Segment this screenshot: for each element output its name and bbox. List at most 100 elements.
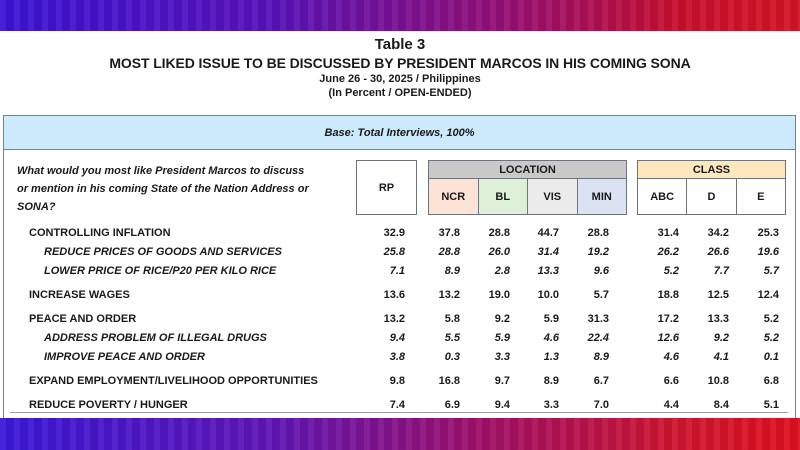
cell-rp: 9.8 xyxy=(389,375,405,387)
cell-rp: 13.6 xyxy=(383,289,405,301)
survey-question: What would you most like President Marco… xyxy=(17,165,309,213)
header-ncr: NCR xyxy=(429,179,479,214)
cell-abc: 17.2 xyxy=(657,313,679,325)
results-table: Base: Total Interviews, 100% What would … xyxy=(3,115,796,418)
bottom-divider xyxy=(10,412,788,413)
cell-d: 26.6 xyxy=(707,246,729,258)
header-bl: BL xyxy=(478,179,528,214)
cell-abc: 5.2 xyxy=(663,265,679,277)
cell-rp: 13.2 xyxy=(383,313,405,325)
cell-d: 34.2 xyxy=(707,227,729,239)
row-label: PEACE AND ORDER xyxy=(29,313,137,325)
cell-rp: 7.1 xyxy=(389,265,405,277)
header-e: E xyxy=(757,190,765,203)
header-location: LOCATION xyxy=(429,161,626,179)
cell-vis: 1.3 xyxy=(543,351,559,363)
table-row: REDUCE POVERTY / HUNGER 7.4 6.9 9.4 3.3 … xyxy=(4,396,795,415)
cell-ncr: 0.3 xyxy=(444,351,460,363)
cell-e: 5.7 xyxy=(763,265,779,277)
cell-d: 12.5 xyxy=(707,289,729,301)
cell-abc: 26.2 xyxy=(657,246,679,258)
table-row: IMPROVE PEACE AND ORDER 3.8 0.3 3.3 1.3 … xyxy=(4,348,795,367)
cell-abc: 12.6 xyxy=(657,332,679,344)
header-abc: ABC xyxy=(638,179,688,214)
cell-rp: 7.4 xyxy=(389,399,405,411)
cell-d: 4.1 xyxy=(713,351,729,363)
row-label: INCREASE WAGES xyxy=(29,289,130,301)
cell-d: 8.4 xyxy=(713,399,729,411)
cell-ncr: 8.9 xyxy=(444,265,460,277)
table-row: REDUCE PRICES OF GOODS AND SERVICES 25.8… xyxy=(4,243,795,262)
header-class: CLASS xyxy=(638,161,785,179)
table-row: ADDRESS PROBLEM OF ILLEGAL DRUGS 9.4 5.5… xyxy=(4,329,795,348)
cell-vis: 13.3 xyxy=(537,265,559,277)
cell-bl: 2.8 xyxy=(494,265,510,277)
cell-ncr: 28.8 xyxy=(438,246,460,258)
cell-vis: 44.7 xyxy=(537,227,559,239)
cell-ncr: 6.9 xyxy=(444,399,460,411)
cell-vis: 31.4 xyxy=(537,246,559,258)
header-vis: VIS xyxy=(528,179,578,214)
cell-min: 6.7 xyxy=(593,375,609,387)
table-row: LOWER PRICE OF RICE/P20 PER KILO RICE 7.… xyxy=(4,262,795,281)
row-label: REDUCE POVERTY / HUNGER xyxy=(29,399,188,411)
cell-min: 28.8 xyxy=(587,227,609,239)
cell-bl: 19.0 xyxy=(488,289,510,301)
cell-min: 7.0 xyxy=(593,399,609,411)
cell-ncr: 37.8 xyxy=(438,227,460,239)
cell-vis: 4.6 xyxy=(543,332,559,344)
cell-e: 5.1 xyxy=(763,399,779,411)
cell-vis: 5.9 xyxy=(543,313,559,325)
cell-min: 9.6 xyxy=(593,265,609,277)
cell-rp: 25.8 xyxy=(383,246,405,258)
cell-ncr: 13.2 xyxy=(438,289,460,301)
cell-d: 9.2 xyxy=(713,332,729,344)
cell-e: 5.2 xyxy=(763,332,779,344)
cell-rp: 32.9 xyxy=(383,227,405,239)
cell-e: 5.2 xyxy=(763,313,779,325)
table-row: PEACE AND ORDER 13.2 5.8 9.2 5.9 31.3 17… xyxy=(4,310,795,329)
cell-e: 0.1 xyxy=(763,351,779,363)
cell-d: 10.8 xyxy=(707,375,729,387)
table-number: Table 3 xyxy=(374,36,426,53)
table-body: CONTROLLING INFLATION 32.9 37.8 28.8 44.… xyxy=(4,224,795,415)
title-block: Table 3 MOST LIKED ISSUE TO BE DISCUSSED… xyxy=(0,36,800,100)
cell-e: 25.3 xyxy=(757,227,779,239)
cell-d: 7.7 xyxy=(713,265,729,277)
cell-vis: 3.3 xyxy=(543,399,559,411)
row-label: CONTROLLING INFLATION xyxy=(29,227,171,239)
cell-e: 12.4 xyxy=(757,289,779,301)
cell-e: 6.8 xyxy=(763,375,779,387)
cell-ncr: 5.8 xyxy=(444,313,460,325)
cell-ncr: 5.5 xyxy=(444,332,460,344)
cell-min: 19.2 xyxy=(587,246,609,258)
cell-min: 5.7 xyxy=(593,289,609,301)
cell-abc: 4.4 xyxy=(663,399,679,411)
cell-bl: 9.4 xyxy=(494,399,510,411)
header-d: D xyxy=(687,179,737,214)
cell-d: 13.3 xyxy=(707,313,729,325)
cell-abc: 4.6 xyxy=(663,351,679,363)
cell-rp: 9.4 xyxy=(389,332,405,344)
cell-abc: 6.6 xyxy=(663,375,679,387)
table-row: EXPAND EMPLOYMENT/LIVELIHOOD OPPORTUNITI… xyxy=(4,372,795,391)
cell-rp: 3.8 xyxy=(389,351,405,363)
header-class-group: CLASS ABC D E xyxy=(637,160,786,215)
survey-date-place: June 26 - 30, 2025 / Philippines xyxy=(319,73,481,85)
cell-bl: 9.2 xyxy=(494,313,510,325)
cell-bl: 3.3 xyxy=(494,351,510,363)
survey-unit: (In Percent / OPEN-ENDED) xyxy=(328,87,472,99)
cell-min: 8.9 xyxy=(593,351,609,363)
cell-ncr: 16.8 xyxy=(438,375,460,387)
bottom-banner xyxy=(0,418,800,450)
cell-bl: 5.9 xyxy=(494,332,510,344)
table-row: CONTROLLING INFLATION 32.9 37.8 28.8 44.… xyxy=(4,224,795,243)
table-title: MOST LIKED ISSUE TO BE DISCUSSED BY PRES… xyxy=(109,55,691,71)
cell-vis: 10.0 xyxy=(537,289,559,301)
cell-bl: 9.7 xyxy=(494,375,510,387)
header-min: MIN xyxy=(577,179,626,214)
row-label: ADDRESS PROBLEM OF ILLEGAL DRUGS xyxy=(44,332,267,344)
cell-vis: 8.9 xyxy=(543,375,559,387)
row-label: REDUCE PRICES OF GOODS AND SERVICES xyxy=(44,246,282,258)
row-label: EXPAND EMPLOYMENT/LIVELIHOOD OPPORTUNITI… xyxy=(29,375,318,387)
